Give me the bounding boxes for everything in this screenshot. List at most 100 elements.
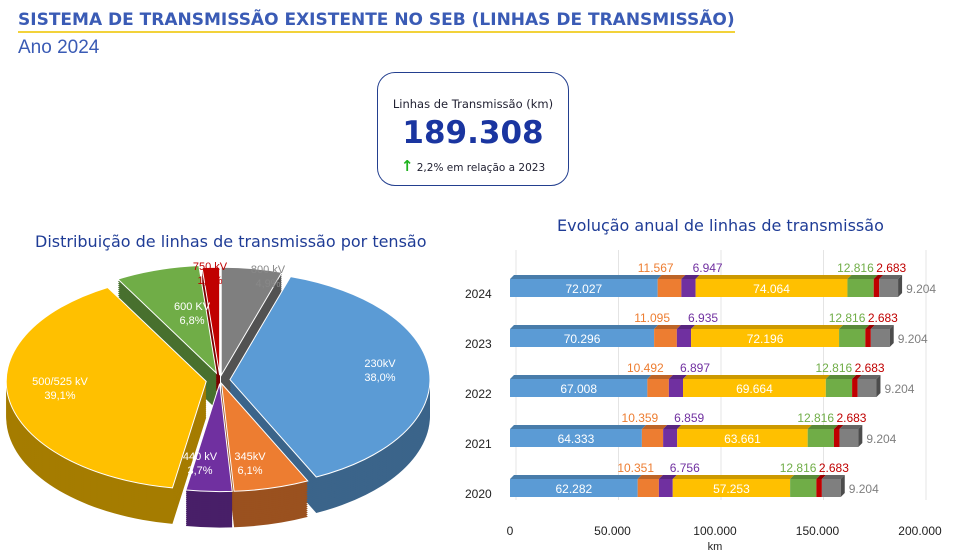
bar-segment — [510, 475, 642, 497]
data-label: 6.756 — [670, 461, 700, 475]
pie-slice-top — [185, 383, 233, 493]
bar-segment — [657, 275, 686, 297]
pie-label: 440 kV — [183, 451, 218, 463]
y-tick-label: 2024 — [465, 287, 492, 301]
bar-segment-top — [668, 375, 688, 379]
pie-slice-top — [201, 266, 221, 376]
bar-segment — [821, 475, 845, 497]
bar-segment — [510, 375, 652, 397]
pie-label: 345kV — [234, 451, 266, 463]
x-tick-label: 200.000 — [898, 524, 942, 538]
data-label: 2.683 — [868, 311, 898, 325]
pie-label: 500/525 kV — [32, 376, 88, 388]
data-label: 70.296 — [564, 332, 601, 346]
kpi-card: Linhas de Transmissão (km) 189.308 ↑ 2,2… — [377, 72, 569, 186]
bar-segment-top — [672, 475, 795, 479]
bar-segment-top — [857, 375, 881, 379]
bar-segment-top — [790, 475, 821, 479]
bar-end — [898, 275, 903, 297]
pie-pct-label: 6,1% — [237, 465, 262, 477]
data-label: 69.664 — [736, 382, 773, 396]
bar-segment-top — [510, 325, 659, 329]
bar-segment-top — [695, 275, 852, 279]
bar-segment-face — [676, 329, 692, 347]
bar-segment — [873, 275, 884, 297]
bar-segment-face — [658, 479, 673, 497]
bar-segment-top — [676, 325, 696, 329]
pie-slice-500-525-kv — [5, 286, 207, 524]
bar-segment-top — [663, 425, 682, 429]
bar-segment-top — [641, 425, 668, 429]
data-label: 11.095 — [634, 311, 670, 325]
bar-segment — [510, 275, 662, 297]
pie-slice-top — [116, 265, 218, 375]
x-tick-label: 0 — [507, 524, 514, 538]
pie-pct-label: 3,7% — [187, 465, 212, 477]
kpi-delta: ↑ 2,2% em relação a 2023 — [378, 157, 568, 175]
bar-segment — [681, 275, 700, 297]
x-tick-label: 150.000 — [796, 524, 840, 538]
bar-segment-face — [865, 329, 871, 347]
bar-segment-top — [510, 475, 642, 479]
data-label: 11.567 — [638, 261, 674, 275]
bar-segment-top — [510, 375, 652, 379]
pie-chart: 800 kV 4,9% 230kV 38,0% 345kV 6,1% 440 kV 3,7% 5… — [5, 261, 431, 528]
data-label: 6.897 — [680, 361, 710, 375]
bar-segment — [677, 425, 812, 447]
pie-slice-top — [5, 286, 207, 489]
data-label: 12.816 — [829, 311, 866, 325]
bar-segment-face — [654, 329, 677, 347]
data-label: 72.196 — [747, 332, 784, 346]
bar-segment — [790, 475, 821, 497]
bar-segment — [691, 325, 844, 347]
bar-segment-top — [677, 425, 812, 429]
data-label: 9.204 — [866, 432, 896, 446]
bar-segment-face — [691, 329, 840, 347]
bar-segment-top — [510, 275, 662, 279]
bar-segment-face — [683, 379, 826, 397]
bar-segment-face — [847, 279, 874, 297]
bar-segment — [510, 325, 659, 347]
bar-segment-face — [510, 329, 655, 347]
bar-segment-face — [681, 279, 696, 297]
bar-segment-face — [663, 429, 678, 447]
bar-segment-face — [807, 429, 834, 447]
bar-segment — [668, 375, 688, 397]
bar-segment-top — [647, 375, 673, 379]
pie-pct-label: 6,8% — [179, 315, 204, 327]
bar-segment-face — [839, 329, 866, 347]
bar-segment — [879, 275, 903, 297]
bar-segment — [825, 375, 857, 397]
bar-segment — [658, 475, 677, 497]
bar-segment — [852, 375, 862, 397]
bar-segment — [839, 425, 863, 447]
bar-segment-face — [657, 279, 682, 297]
bar-segment-face — [647, 379, 669, 397]
bar-segment — [647, 375, 673, 397]
x-tick-label: 50.000 — [594, 524, 631, 538]
bar-segment — [807, 425, 838, 447]
y-tick-label: 2021 — [465, 437, 492, 451]
kpi-value: 189.308 — [402, 115, 544, 151]
pie-label: 600 KV — [174, 301, 211, 313]
pie-pct-label: 1,4% — [197, 275, 222, 287]
bar-segment — [676, 325, 696, 347]
bar-segment-face — [677, 429, 808, 447]
pie-pct-label: 38,0% — [364, 372, 395, 384]
pie-label: 800 kV — [251, 264, 286, 276]
bar-segment-top — [657, 275, 686, 279]
bar-segment-top — [681, 275, 700, 279]
bar-segment — [663, 425, 682, 447]
pie-slice-top — [229, 276, 431, 478]
data-label: 63.661 — [724, 432, 761, 446]
bar-segment-top — [816, 475, 826, 479]
data-label: 6.935 — [688, 311, 718, 325]
bar-end — [858, 425, 863, 447]
bar-segment — [857, 375, 881, 397]
bar-chart-title: Evolução anual de linhas de transmissão — [557, 216, 884, 235]
pie-label: 750 kV — [193, 261, 228, 273]
bar-segment-face — [821, 479, 841, 497]
bar-segment — [672, 475, 795, 497]
bar-segment-face — [510, 279, 658, 297]
data-label: 74.064 — [753, 282, 790, 296]
